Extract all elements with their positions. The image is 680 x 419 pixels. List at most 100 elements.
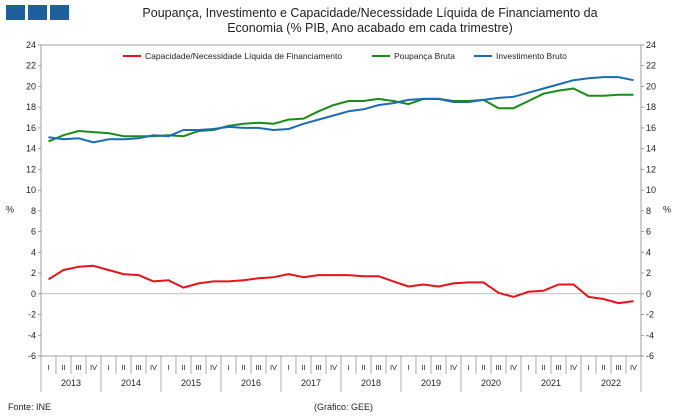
x-tick-label-quarter: II [181,363,185,372]
x-tick-label-quarter: IV [150,363,157,372]
x-tick-label-year: 2020 [481,378,501,388]
x-tick-label-quarter: II [481,363,485,372]
x-tick-label-quarter: II [61,363,65,372]
source-note: Fonte: INE [8,402,52,412]
x-tick-label-year: 2014 [121,378,141,388]
y-tick-label-left: -6 [28,351,36,361]
chart-title: Poupança, Investimento e Capacidade/Nece… [60,6,680,36]
logo-block [28,5,47,20]
y-tick-label-right: 8 [646,206,651,216]
y-tick-label-right: -6 [646,351,654,361]
legend-label: Capacidade/Necessidade Líquida de Financ… [145,51,342,61]
series-line [48,76,634,144]
logo-block [50,5,69,20]
x-tick-label-quarter: II [541,363,545,372]
x-tick-label-quarter: III [615,363,621,372]
x-tick-label-year: 2013 [61,378,81,388]
x-tick-label-quarter: III [435,363,441,372]
series-line [48,87,634,143]
x-tick-label-quarter: III [495,363,501,372]
y-tick-label-left: 10 [26,185,36,195]
x-tick-label-quarter: II [241,363,245,372]
x-tick-label-quarter: II [421,363,425,372]
x-tick-label-quarter: II [361,363,365,372]
x-tick-label-quarter: III [135,363,141,372]
x-tick-label-quarter: IV [330,363,337,372]
chart-title-line2: Economia (% PIB, Ano acabado em cada tri… [227,21,513,35]
x-tick-label-year: 2016 [241,378,261,388]
x-tick-label-quarter: I [347,363,349,372]
x-tick-label-year: 2015 [181,378,201,388]
x-tick-label-quarter: I [287,363,289,372]
y-tick-label-right: 16 [646,123,656,133]
y-tick-label-right: 6 [646,227,651,237]
x-tick-label-quarter: I [407,363,409,372]
series-line [47,264,634,305]
y-tick-label-left: 18 [26,102,36,112]
y-tick-label-right: 24 [646,40,656,50]
credit-note: (Gráfico: GEE) [314,402,374,412]
x-tick-label-quarter: IV [390,363,397,372]
x-tick-label-quarter: I [107,363,109,372]
y-tick-label-right: -2 [646,310,654,320]
y-tick-label-left: 8 [31,206,36,216]
y-tick-label-left: 4 [31,247,36,257]
y-tick-label-left: 24 [26,40,36,50]
x-tick-label-quarter: I [227,363,229,372]
x-tick-label-quarter: I [587,363,589,372]
y-tick-label-left: 6 [31,227,36,237]
x-tick-label-quarter: III [255,363,261,372]
y-tick-label-right: 0 [646,289,651,299]
x-tick-label-quarter: I [527,363,529,372]
legend-label: Poupança Bruta [394,51,455,61]
x-tick-label-quarter: IV [450,363,457,372]
x-tick-label-quarter: I [467,363,469,372]
x-tick-label-quarter: IV [90,363,97,372]
y-tick-label-right: 2 [646,268,651,278]
y-tick-label-right: 18 [646,102,656,112]
x-tick-label-year: 2019 [421,378,441,388]
x-tick-label-year: 2017 [301,378,321,388]
x-tick-label-quarter: IV [210,363,217,372]
y-tick-label-right: 4 [646,247,651,257]
y-tick-label-right: 10 [646,185,656,195]
x-tick-label-quarter: II [601,363,605,372]
x-tick-label-quarter: III [315,363,321,372]
x-tick-label-quarter: II [121,363,125,372]
y-tick-label-right: 22 [646,61,656,71]
y-tick-label-right: 20 [646,81,656,91]
x-tick-label-quarter: I [167,363,169,372]
x-tick-label-year: 2022 [601,378,621,388]
chart-title-line1: Poupança, Investimento e Capacidade/Nece… [142,6,598,20]
y-tick-label-left: -2 [28,310,36,320]
legend-label: Investimento Bruto [496,51,567,61]
logo [6,5,69,20]
x-tick-label-quarter: IV [630,363,637,372]
x-tick-label-quarter: IV [570,363,577,372]
y-tick-label-left: -4 [28,330,36,340]
y-tick-label-left: 16 [26,123,36,133]
x-tick-label-year: 2021 [541,378,561,388]
logo-block [6,5,25,20]
x-tick-label-quarter: III [375,363,381,372]
x-tick-label-quarter: III [195,363,201,372]
y-tick-label-left: 0 [31,289,36,299]
x-tick-label-quarter: II [301,363,305,372]
y-tick-label-left: 22 [26,61,36,71]
y-tick-label-right: 14 [646,144,656,154]
x-tick-label-year: 2018 [361,378,381,388]
y-tick-label-left: 20 [26,81,36,91]
x-tick-label-quarter: IV [510,363,517,372]
y-tick-label-left: 12 [26,164,36,174]
y-tick-label-left: 2 [31,268,36,278]
y-tick-label-left: 14 [26,144,36,154]
y-axis-label-right: % [663,205,671,215]
x-tick-label-quarter: III [555,363,561,372]
y-tick-label-right: -4 [646,330,654,340]
x-tick-label-quarter: III [75,363,81,372]
y-axis-label-left: % [6,205,14,215]
x-tick-label-quarter: IV [270,363,277,372]
x-tick-label-quarter: I [47,363,49,372]
y-tick-label-right: 12 [646,164,656,174]
